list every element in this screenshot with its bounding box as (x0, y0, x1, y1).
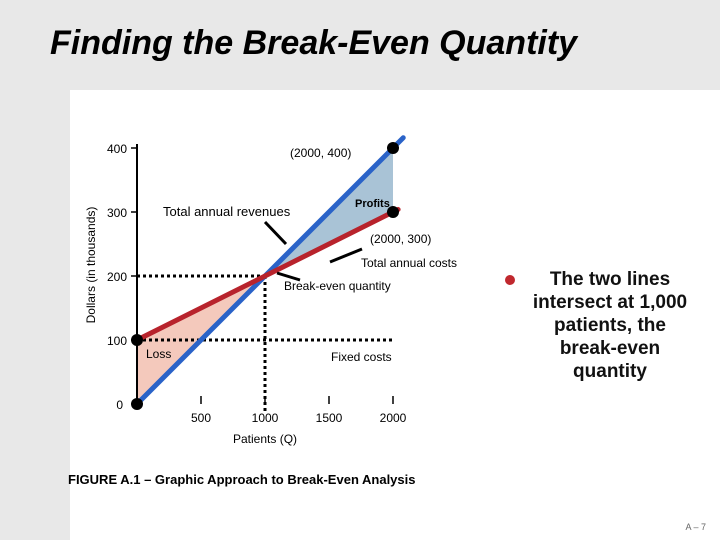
y-ticks: 0 100 200 300 400 (107, 142, 137, 412)
bullet-point: The two lines intersect at 1,000 patient… (505, 268, 695, 383)
data-point-marker (387, 206, 399, 218)
bullet-text: The two lines intersect at 1,000 patient… (532, 269, 688, 382)
x-tick-label: 500 (191, 411, 211, 425)
revenue-series-label: Total annual revenues (163, 204, 291, 219)
revenue-label-pointer (263, 220, 288, 246)
y-axis-label: Dollars (in thousands) (84, 207, 98, 324)
profits-label: Profits (355, 198, 390, 210)
loss-label: Loss (146, 347, 171, 361)
left-band (0, 90, 70, 540)
x-tick-label: 2000 (380, 411, 407, 425)
data-point-marker (387, 142, 399, 154)
page-number: A – 7 (685, 522, 706, 532)
figure-caption: FIGURE A.1 – Graphic Approach to Break-E… (68, 472, 416, 487)
break-even-label-pointer (276, 271, 301, 282)
y-tick-label: 0 (116, 398, 123, 412)
cost-line (134, 206, 401, 343)
point-300-label: (2000, 300) (370, 232, 431, 246)
markers (131, 142, 399, 410)
data-point-marker (131, 398, 143, 410)
cost-label-pointer (329, 247, 363, 264)
break-even-label: Break-even quantity (284, 279, 391, 293)
cost-series-label: Total annual costs (361, 256, 457, 270)
y-tick-label: 100 (107, 334, 127, 348)
bullet-icon (505, 275, 515, 285)
x-tick-label: 1500 (316, 411, 343, 425)
y-tick-label: 400 (107, 142, 127, 156)
title-band (0, 0, 720, 90)
x-ticks: 500 1000 1500 2000 (191, 396, 407, 425)
y-tick-label: 200 (107, 270, 127, 284)
fixed-costs-label: Fixed costs (331, 350, 392, 364)
data-point-marker (131, 334, 143, 346)
point-400-label: (2000, 400) (290, 146, 351, 160)
x-axis-label: Patients (Q) (233, 432, 297, 446)
y-tick-label: 300 (107, 206, 127, 220)
slide-title: Finding the Break-Even Quantity (50, 24, 578, 62)
x-tick-label: 1000 (252, 411, 279, 425)
